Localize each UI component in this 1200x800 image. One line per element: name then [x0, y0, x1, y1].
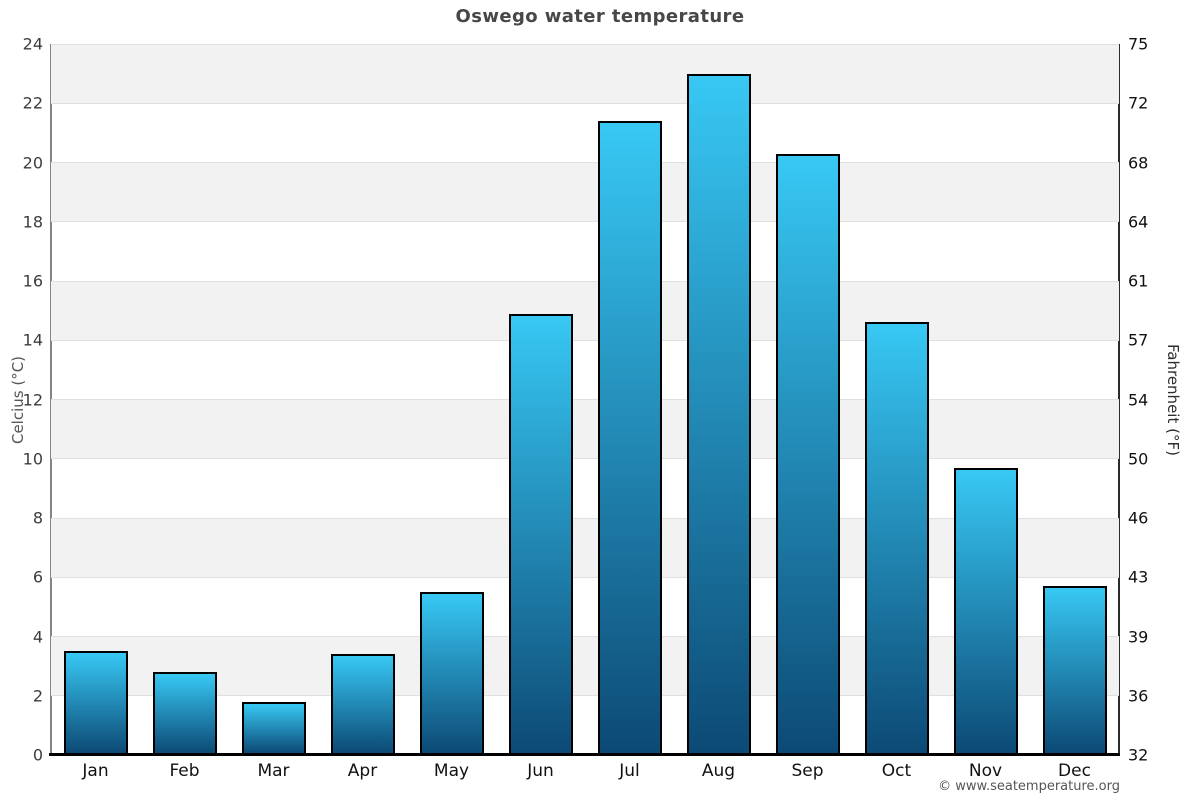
y-tick-label-celsius: 20	[22, 153, 43, 172]
y-tick-label-celsius: 2	[32, 686, 43, 706]
x-tick-label-jan: Jan	[82, 761, 109, 781]
y-tick-label-celsius: 8	[32, 508, 43, 528]
x-tick-label-apr: Apr	[347, 761, 378, 781]
bar-oct	[864, 322, 929, 755]
y-tick-label-celsius: 12	[22, 390, 43, 409]
background-band	[51, 281, 1119, 341]
gridline	[51, 458, 1119, 460]
gridline	[51, 339, 1119, 341]
y-tick-label-celsius: 24	[22, 34, 43, 54]
bar-apr	[330, 654, 395, 755]
y-tick-label-fahrenheit: 72	[1128, 93, 1149, 113]
x-tick-label-dec: Dec	[1058, 761, 1091, 781]
background-band	[51, 518, 1119, 578]
y-tick-label-fahrenheit: 39	[1128, 627, 1149, 646]
x-tick-label-oct: Oct	[881, 761, 912, 781]
gridline	[51, 576, 1119, 578]
gridline	[51, 517, 1119, 519]
y-tick-label-celsius: 10	[22, 449, 43, 469]
gridline	[51, 162, 1119, 163]
y-tick-label-fahrenheit: 36	[1128, 686, 1149, 706]
y-tick-label-fahrenheit: 43	[1128, 567, 1149, 587]
y-tick-label-fahrenheit: 54	[1128, 390, 1149, 409]
bar-dec	[1042, 586, 1107, 755]
y-tick-label-celsius: 16	[22, 271, 43, 291]
y-tick-label-fahrenheit: 57	[1128, 330, 1149, 350]
background-band	[51, 44, 1119, 104]
gridline	[51, 280, 1119, 282]
gridline	[51, 221, 1119, 223]
x-tick-label-mar: Mar	[257, 761, 290, 781]
background-band	[51, 636, 1119, 696]
background-band	[51, 399, 1119, 459]
y-tick-label-celsius: 22	[22, 93, 43, 113]
bar-aug	[686, 73, 751, 755]
y-tick-label-fahrenheit: 50	[1128, 449, 1149, 469]
bar-may	[419, 592, 484, 755]
x-axis-line	[49, 753, 1120, 756]
y-tick-label-celsius: 4	[32, 627, 43, 646]
bar-mar	[241, 701, 306, 755]
gridline	[51, 43, 1119, 45]
bar-jan	[63, 651, 128, 755]
copyright-text: © www.seatemperature.org	[938, 779, 1120, 794]
bar-sep	[775, 153, 840, 755]
gridline	[51, 636, 1119, 637]
bar-nov	[953, 467, 1018, 755]
chart-title: Oswego water temperature	[455, 6, 745, 27]
y-tick-label-celsius: 6	[32, 567, 43, 587]
y-tick-label-fahrenheit: 75	[1128, 34, 1149, 54]
y-tick-label-celsius: 0	[32, 745, 43, 765]
bar-jul	[597, 121, 662, 755]
y-tick-label-celsius: 14	[22, 330, 43, 350]
x-tick-label-nov: Nov	[968, 761, 1003, 781]
x-tick-label-may: May	[433, 761, 470, 781]
y-tick-label-fahrenheit: 61	[1128, 271, 1149, 291]
bar-feb	[152, 672, 217, 755]
x-tick-label-jun: Jun	[527, 761, 554, 781]
x-tick-label-aug: Aug	[701, 761, 736, 781]
y-tick-label-fahrenheit: 46	[1128, 508, 1149, 528]
y-tick-label-celsius: 18	[22, 212, 43, 232]
x-tick-label-jul: Jul	[619, 761, 640, 781]
y-tick-label-fahrenheit: 68	[1128, 153, 1149, 172]
x-tick-label-feb: Feb	[169, 761, 200, 781]
y-axis-line-right	[1118, 44, 1120, 755]
background-band	[51, 162, 1119, 222]
y-tick-label-fahrenheit: 64	[1128, 212, 1149, 232]
gridline	[51, 399, 1119, 400]
y-tick-label-fahrenheit: 32	[1128, 745, 1149, 765]
x-tick-label-sep: Sep	[791, 761, 824, 781]
bar-jun	[508, 313, 573, 755]
plot-area	[49, 43, 1120, 756]
gridline	[51, 695, 1119, 697]
gridline	[51, 102, 1119, 104]
